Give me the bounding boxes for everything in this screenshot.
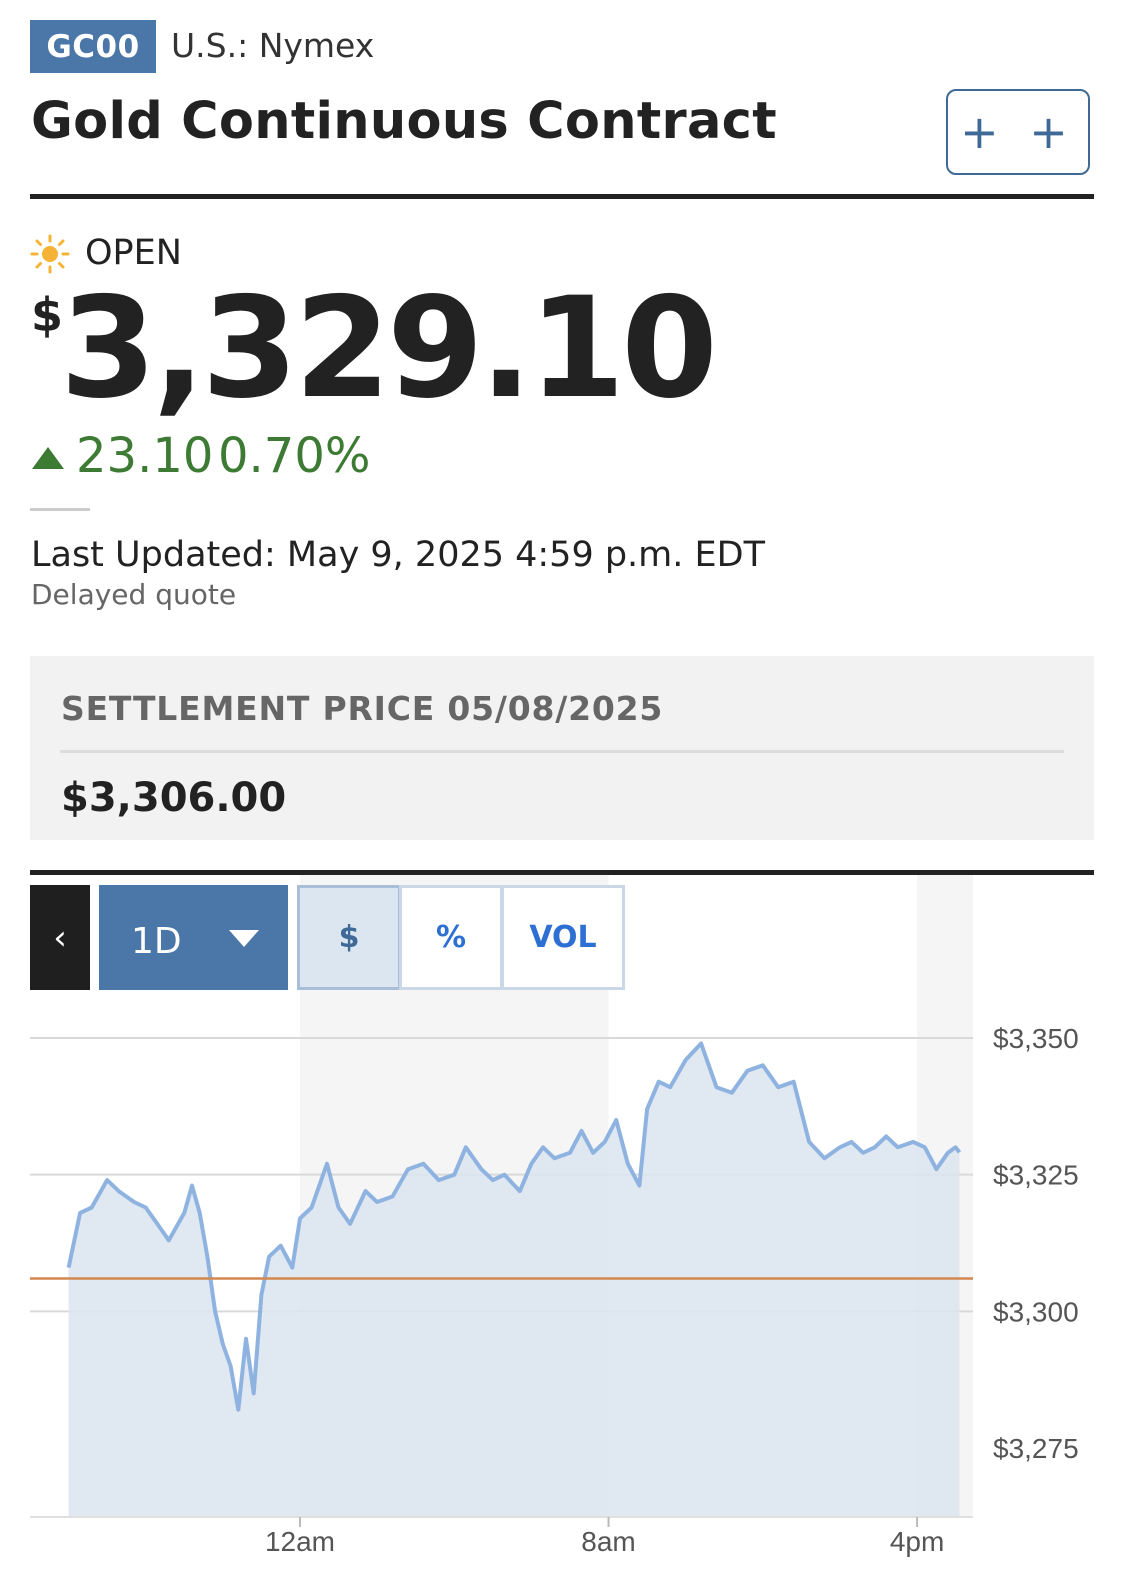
price-area [68, 1043, 960, 1517]
range-label: 1D [131, 921, 182, 962]
intraday-chart[interactable]: $3,350 $3,325 $3,300 $3,275 12am 8am 4pm [0, 870, 1125, 1569]
exchange-label: U.S.: Nymex [171, 26, 375, 65]
settlement-label: SETTLEMENT PRICE 05/08/2025 [61, 689, 664, 728]
chart-back-button[interactable]: ‹ [30, 885, 90, 990]
chart-divider [30, 870, 1094, 875]
header-divider [30, 194, 1094, 199]
y-tick-label: $3,350 [993, 1023, 1079, 1054]
last-updated: Last Updated: May 9, 2025 4:59 p.m. EDT [31, 535, 765, 575]
last-price: 3,329.10 [60, 267, 718, 429]
range-dropdown[interactable]: 1D [99, 885, 288, 990]
add-to-watchlist-button[interactable]: + + [946, 89, 1090, 175]
mode-volume-button[interactable]: VOL [501, 885, 625, 990]
ticker-badge: GC00 [30, 20, 156, 73]
y-tick-label: $3,300 [993, 1296, 1079, 1327]
page-title: Gold Continuous Contract [31, 92, 777, 151]
x-tick-label: 4pm [890, 1526, 944, 1557]
divider [30, 508, 90, 511]
up-arrow-icon [32, 447, 64, 469]
price-line [66, 1041, 962, 1412]
settlement-divider [60, 750, 1064, 753]
mode-percent-button[interactable]: % [399, 885, 503, 990]
mode-dollar-button[interactable]: $ [297, 885, 401, 990]
y-tick-label: $3,325 [993, 1160, 1079, 1191]
plus-plus-icon: + + [960, 105, 1076, 159]
sun-icon [30, 234, 70, 274]
market-status: OPEN [85, 233, 182, 273]
price-change-percent: 0.70% [218, 428, 371, 484]
x-tick-label: 12am [265, 1526, 335, 1557]
currency-symbol: $ [31, 288, 64, 342]
x-tick-label: 8am [581, 1526, 635, 1557]
price-change: 23.10 [76, 428, 214, 484]
settlement-value: $3,306.00 [61, 775, 287, 821]
settlement-panel [30, 656, 1094, 840]
y-tick-label: $3,275 [993, 1433, 1079, 1464]
caret-down-icon [229, 930, 259, 947]
delay-note: Delayed quote [31, 578, 237, 611]
chevron-left-icon: ‹ [53, 917, 67, 958]
